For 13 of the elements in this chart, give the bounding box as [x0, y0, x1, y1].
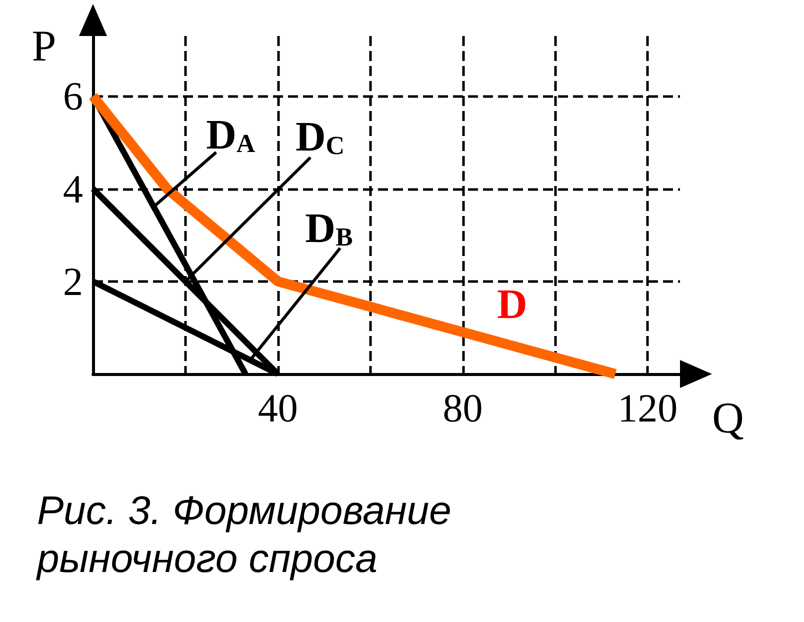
y-axis-title: P: [32, 22, 56, 70]
x-axis-title: Q: [712, 394, 744, 442]
annotation: DC: [295, 114, 345, 160]
x-tick-label: 80: [442, 386, 483, 430]
y-tick-label: 4: [63, 166, 83, 212]
annotation: DA: [206, 112, 256, 158]
text: Рис. 3. Формирование рыночного спроса: [36, 489, 462, 581]
y-tick-label: 2: [63, 258, 83, 304]
annotation: DB: [305, 206, 353, 252]
y-tick-label: 6: [63, 74, 83, 119]
x-tick-label: 40: [258, 386, 298, 430]
annotation: D: [496, 282, 528, 328]
x-tick-label: 120: [618, 386, 678, 430]
